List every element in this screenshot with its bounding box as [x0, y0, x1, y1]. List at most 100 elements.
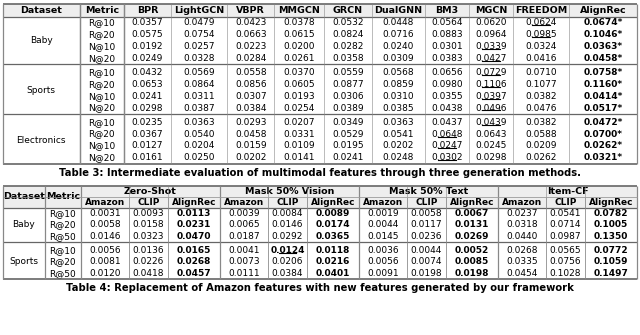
Text: 0.0964: 0.0964: [476, 30, 507, 39]
Text: Mask 50% Vision: Mask 50% Vision: [244, 187, 334, 196]
Text: 0.0193: 0.0193: [284, 92, 315, 101]
Text: 0.1106: 0.1106: [476, 80, 507, 89]
Text: 0.0158: 0.0158: [132, 220, 164, 229]
Text: 0.0081: 0.0081: [89, 257, 121, 266]
Text: 0.0235: 0.0235: [132, 118, 163, 127]
Text: 0.0479: 0.0479: [183, 18, 215, 27]
Text: 0.0458*: 0.0458*: [584, 54, 623, 63]
Text: 0.0247: 0.0247: [431, 141, 463, 150]
Text: 0.0117: 0.0117: [411, 220, 442, 229]
Text: 0.0209: 0.0209: [525, 141, 557, 150]
Text: 0.0710: 0.0710: [525, 68, 557, 77]
Text: 0.1350: 0.1350: [594, 232, 628, 241]
Text: 0.0423: 0.0423: [235, 18, 266, 27]
Text: 0.0427: 0.0427: [476, 54, 507, 63]
Text: 0.0370: 0.0370: [284, 68, 315, 77]
Text: 0.0541: 0.0541: [550, 209, 581, 218]
Text: Baby: Baby: [30, 36, 52, 45]
Text: 0.0241: 0.0241: [132, 92, 163, 101]
Text: N@20: N@20: [88, 104, 115, 113]
Text: Baby: Baby: [12, 220, 35, 229]
Text: AlignRec: AlignRec: [580, 6, 627, 15]
Text: 0.0643: 0.0643: [476, 130, 507, 139]
Text: 0.0202: 0.0202: [383, 141, 414, 150]
Text: 0.0145: 0.0145: [367, 232, 399, 241]
Text: LightGCN: LightGCN: [174, 6, 224, 15]
Text: 0.0529: 0.0529: [332, 130, 364, 139]
Text: 0.0195: 0.0195: [332, 141, 364, 150]
Text: R@50: R@50: [49, 232, 76, 241]
Text: 0.0041: 0.0041: [228, 246, 260, 255]
Text: 0.0165: 0.0165: [177, 246, 211, 255]
Text: 0.0496: 0.0496: [476, 104, 507, 113]
Text: 0.0187: 0.0187: [228, 232, 260, 241]
Text: 0.0382: 0.0382: [525, 118, 557, 127]
Text: 0.0568: 0.0568: [382, 68, 414, 77]
Text: 0.0292: 0.0292: [272, 232, 303, 241]
Text: R@10: R@10: [49, 246, 76, 255]
Text: 0.0754: 0.0754: [183, 30, 215, 39]
Text: 0.0268: 0.0268: [506, 246, 538, 255]
Text: Table 4: Replacement of Amazon features with new features generated by our frame: Table 4: Replacement of Amazon features …: [66, 283, 574, 293]
Text: R@20: R@20: [88, 130, 115, 139]
Text: 0.0146: 0.0146: [89, 232, 121, 241]
Text: 0.0564: 0.0564: [431, 18, 463, 27]
Text: CLIP: CLIP: [415, 198, 438, 207]
Text: 0.0470: 0.0470: [177, 232, 211, 241]
Text: 0.0714: 0.0714: [550, 220, 581, 229]
Text: 0.0284: 0.0284: [235, 54, 266, 63]
Text: 0.0245: 0.0245: [476, 141, 507, 150]
Text: 0.0987: 0.0987: [550, 232, 581, 241]
Text: 0.0226: 0.0226: [133, 257, 164, 266]
Text: 0.0414*: 0.0414*: [584, 92, 623, 101]
Text: 0.0358: 0.0358: [332, 54, 364, 63]
Text: N@10: N@10: [88, 92, 115, 101]
Text: 0.0729: 0.0729: [476, 68, 507, 77]
Text: 0.0877: 0.0877: [332, 80, 364, 89]
Text: Amazon: Amazon: [502, 198, 542, 207]
Text: BPR: BPR: [137, 6, 158, 15]
Text: 0.1077: 0.1077: [525, 80, 557, 89]
Text: 0.0437: 0.0437: [431, 118, 463, 127]
Text: 0.0159: 0.0159: [235, 141, 266, 150]
Text: 0.0309: 0.0309: [382, 54, 414, 63]
Text: 0.0202: 0.0202: [235, 153, 266, 162]
Text: 0.0331: 0.0331: [284, 130, 315, 139]
Text: 0.0883: 0.0883: [431, 30, 463, 39]
Text: 0.0387: 0.0387: [183, 104, 215, 113]
Text: 0.1028: 0.1028: [550, 269, 581, 278]
Text: GRCN: GRCN: [333, 6, 363, 15]
Text: Dataset: Dataset: [3, 192, 45, 201]
Text: 0.0257: 0.0257: [183, 42, 215, 51]
Text: 0.0663: 0.0663: [235, 30, 266, 39]
Text: Metric: Metric: [84, 6, 119, 15]
Text: 0.0056: 0.0056: [89, 246, 121, 255]
Text: 0.0301: 0.0301: [431, 42, 463, 51]
Text: 0.0039: 0.0039: [228, 209, 260, 218]
Text: 0.0019: 0.0019: [367, 209, 399, 218]
Text: 0.0073: 0.0073: [228, 257, 260, 266]
Text: 0.0131: 0.0131: [455, 220, 489, 229]
Text: 0.0472*: 0.0472*: [584, 118, 623, 127]
Text: N@10: N@10: [88, 42, 115, 51]
Text: MMGCN: MMGCN: [278, 6, 320, 15]
Text: 0.0389: 0.0389: [332, 104, 364, 113]
Text: 0.0985: 0.0985: [525, 30, 557, 39]
Text: FREEDOM: FREEDOM: [515, 6, 567, 15]
Text: 0.0113: 0.0113: [177, 209, 211, 218]
Text: 0.0052: 0.0052: [455, 246, 489, 255]
Text: 0.0268: 0.0268: [177, 257, 211, 266]
Text: 0.0653: 0.0653: [132, 80, 163, 89]
Text: 0.0067: 0.0067: [455, 209, 489, 218]
Text: R@10: R@10: [88, 18, 115, 27]
Text: 0.0262*: 0.0262*: [584, 141, 623, 150]
Text: 0.0674*: 0.0674*: [584, 18, 623, 27]
Text: 0.0089: 0.0089: [316, 209, 350, 218]
Text: AlignRec: AlignRec: [172, 198, 216, 207]
Text: 0.0174: 0.0174: [316, 220, 350, 229]
Text: Electronics: Electronics: [17, 135, 66, 144]
Text: 0.0198: 0.0198: [411, 269, 442, 278]
Text: 0.0716: 0.0716: [382, 30, 414, 39]
Text: 0.0772: 0.0772: [594, 246, 628, 255]
Text: 0.0120: 0.0120: [89, 269, 121, 278]
